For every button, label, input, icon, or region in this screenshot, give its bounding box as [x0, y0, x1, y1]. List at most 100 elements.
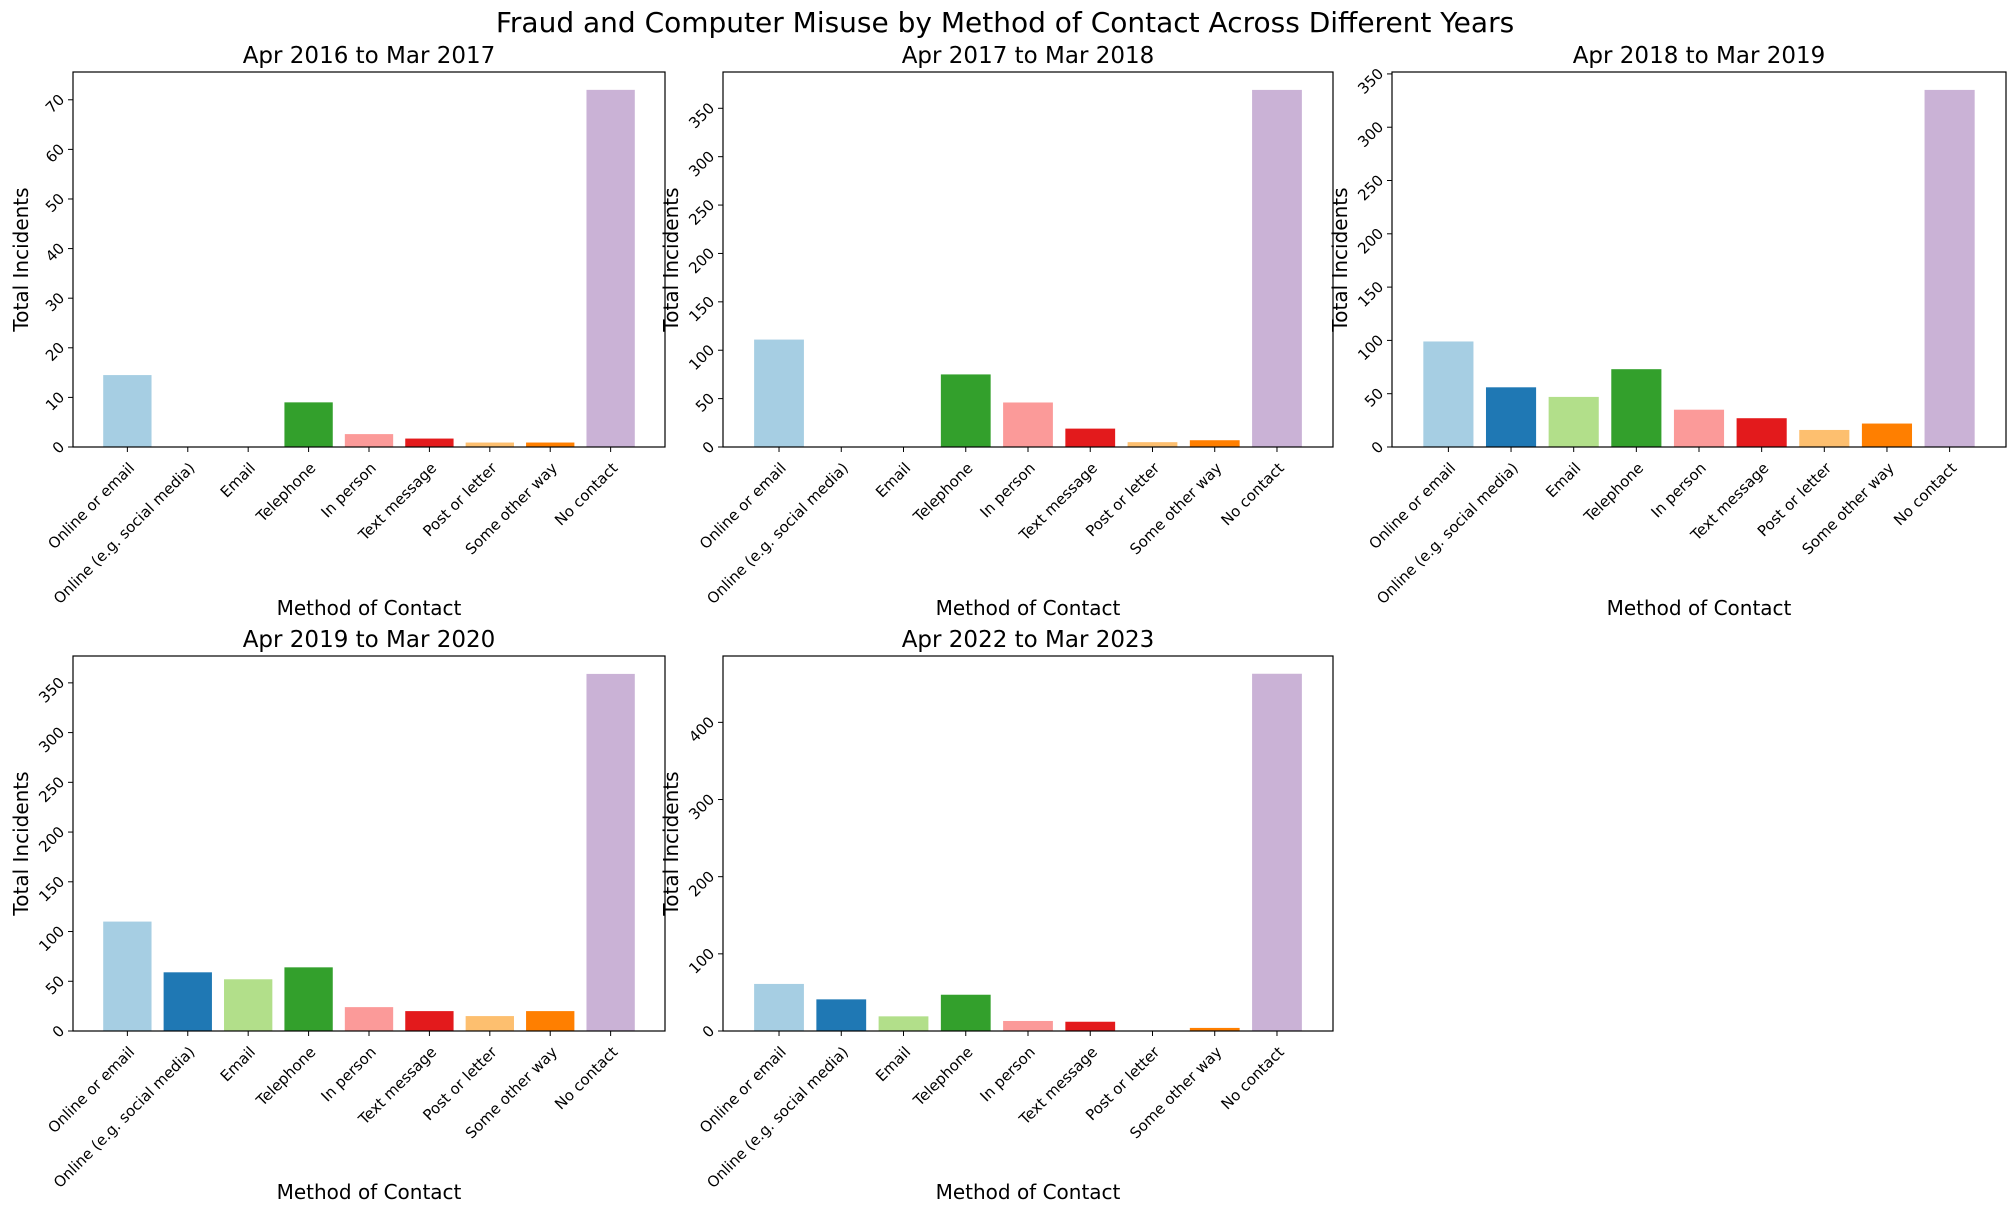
x-axis-label: Method of Contact: [277, 596, 462, 620]
bar-online-or-email: [754, 983, 804, 1031]
x-axis-label: Method of Contact: [1607, 596, 1792, 620]
bar-post-or-letter: [1799, 429, 1850, 447]
y-tick-label: 40: [42, 239, 68, 265]
x-tick-label: Email: [1542, 459, 1584, 501]
x-axis-label: Method of Contact: [936, 1180, 1121, 1204]
bar-online-e-g-social-media: [1485, 387, 1537, 447]
bar-some-other-way: [1189, 440, 1240, 447]
y-tick-label: 0: [1368, 438, 1387, 457]
x-tick-label: Email: [217, 1043, 259, 1085]
bar-post-or-letter: [465, 1016, 514, 1031]
x-tick-label: No contact: [551, 1043, 621, 1113]
bar-some-other-way: [1861, 423, 1913, 447]
y-tick-label: 200: [685, 867, 718, 900]
bar-text-message: [405, 438, 454, 447]
y-axis-label: Total Incidents: [659, 771, 683, 916]
y-tick-label: 200: [685, 244, 718, 277]
y-tick-label: 150: [1354, 278, 1387, 311]
subplot-title: Apr 2018 to Mar 2019: [1573, 43, 1826, 69]
x-tick-label: Telephone: [252, 459, 319, 526]
bar-telephone: [940, 994, 991, 1031]
x-axis-label: Method of Contact: [936, 596, 1121, 620]
y-tick-label: 150: [685, 293, 718, 326]
bar-online-e-g-social-media: [163, 972, 212, 1031]
figure-title: Fraud and Computer Misuse by Method of C…: [496, 6, 1514, 39]
subplot-title: Apr 2019 to Mar 2020: [243, 627, 496, 653]
y-tick-label: 200: [35, 823, 68, 856]
y-tick-label: 200: [1354, 225, 1387, 258]
bar-in-person: [1003, 1020, 1053, 1031]
x-tick-label: In person: [317, 459, 379, 521]
bar-online-or-email: [1423, 341, 1474, 447]
y-tick-label: 50: [692, 389, 718, 415]
bar-in-person: [344, 434, 394, 447]
bar-text-message: [1065, 428, 1116, 447]
y-tick-label: 30: [42, 289, 68, 315]
y-tick-label: 100: [685, 341, 718, 374]
axes-frame: [722, 71, 1334, 448]
bar-no-contact: [1252, 89, 1302, 447]
y-tick-label: 150: [35, 873, 68, 906]
bar-telephone: [1611, 369, 1662, 447]
axes-frame: [72, 71, 666, 448]
bar-post-or-letter: [465, 442, 514, 447]
y-tick-label: 300: [685, 790, 718, 823]
x-tick-label: Email: [217, 459, 259, 501]
x-tick-label: In person: [976, 1043, 1038, 1105]
x-tick-label: Email: [872, 1043, 914, 1085]
subplot-title: Apr 2017 to Mar 2018: [902, 43, 1155, 69]
bar-online-or-email: [754, 339, 804, 447]
bar-online-e-g-social-media: [816, 999, 867, 1031]
axes-frame: [1391, 71, 2007, 448]
x-tick-label: No contact: [1218, 1043, 1288, 1113]
y-tick-label: 300: [1354, 118, 1387, 151]
y-tick-label: 0: [49, 1022, 68, 1041]
bar-telephone: [940, 374, 991, 447]
bar-text-message: [1736, 418, 1787, 447]
bar-no-contact: [1924, 89, 1975, 448]
bar-telephone: [284, 967, 333, 1031]
y-axis-label: Total Incidents: [9, 771, 33, 916]
bar-email: [878, 1016, 929, 1031]
bar-telephone: [284, 402, 333, 447]
y-tick-label: 50: [42, 190, 68, 216]
y-tick-label: 0: [49, 438, 68, 457]
bar-no-contact: [1252, 673, 1302, 1031]
bar-text-message: [405, 1011, 454, 1031]
y-tick-label: 350: [35, 674, 68, 707]
bar-in-person: [1003, 402, 1053, 447]
bar-post-or-letter: [1127, 442, 1178, 447]
x-tick-label: No contact: [1218, 459, 1288, 529]
x-tick-label: Email: [872, 459, 914, 501]
y-axis-label: Total Incidents: [9, 187, 33, 332]
bar-some-other-way: [1189, 1027, 1240, 1031]
subplot-title: Apr 2022 to Mar 2023: [902, 627, 1155, 653]
y-tick-label: 250: [685, 196, 718, 229]
y-tick-label: 100: [685, 945, 718, 978]
x-tick-label: In person: [1647, 459, 1709, 521]
y-tick-label: 50: [1361, 385, 1387, 411]
y-tick-label: 250: [1354, 171, 1387, 204]
y-tick-label: 100: [35, 922, 68, 955]
y-tick-label: 0: [699, 1022, 718, 1041]
bar-email: [1548, 396, 1599, 447]
y-tick-label: 10: [42, 388, 68, 414]
y-axis-label: Total Incidents: [1328, 187, 1352, 332]
axes-frame: [722, 655, 1334, 1032]
bar-in-person: [1673, 409, 1725, 447]
bar-some-other-way: [526, 1011, 575, 1031]
y-tick-label: 50: [42, 972, 68, 998]
x-tick-label: Telephone: [909, 459, 976, 526]
bar-no-contact: [586, 673, 635, 1031]
y-tick-label: 60: [42, 140, 68, 166]
x-tick-label: Telephone: [252, 1043, 319, 1110]
x-tick-label: In person: [976, 459, 1038, 521]
x-tick-label: In person: [317, 1043, 379, 1105]
y-tick-label: 70: [42, 91, 68, 117]
bar-in-person: [344, 1007, 394, 1031]
